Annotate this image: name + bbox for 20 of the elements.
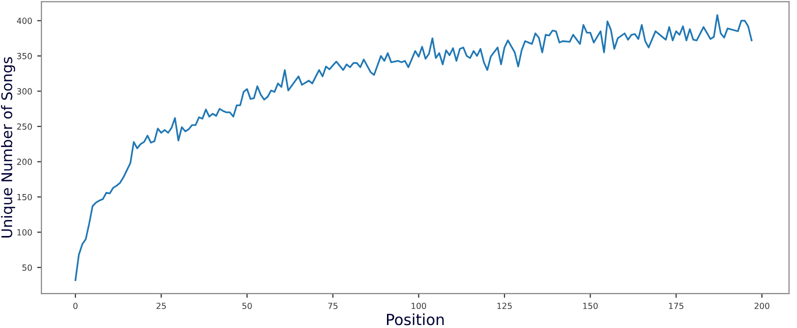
x-tick-label: 150: [583, 302, 598, 310]
y-tick-label: 50: [22, 264, 32, 271]
y-tick-label: 150: [17, 194, 32, 200]
y-tick-label: 200: [17, 158, 32, 165]
y-tick-label: 300: [17, 88, 32, 94]
x-tick-label: 25: [156, 302, 166, 310]
x-tick-label: 175: [669, 302, 684, 310]
x-tick-label: 125: [497, 302, 512, 310]
x-tick-label: 0: [73, 302, 78, 310]
x-tick-label: 100: [412, 302, 426, 310]
y-axis-title: Unique Number of Songs: [1, 57, 16, 238]
y-tick-label: 350: [17, 52, 32, 60]
line-series: [74, 14, 752, 281]
y-tick-label: 250: [17, 123, 32, 130]
y-tick-label: 100: [17, 229, 32, 236]
x-tick-label: 75: [328, 302, 338, 310]
x-axis-title: Position: [387, 313, 444, 326]
x-tick-label: 50: [242, 302, 252, 310]
y-tick-label: 400: [16, 18, 32, 24]
x-tick-label: 200: [754, 302, 770, 310]
